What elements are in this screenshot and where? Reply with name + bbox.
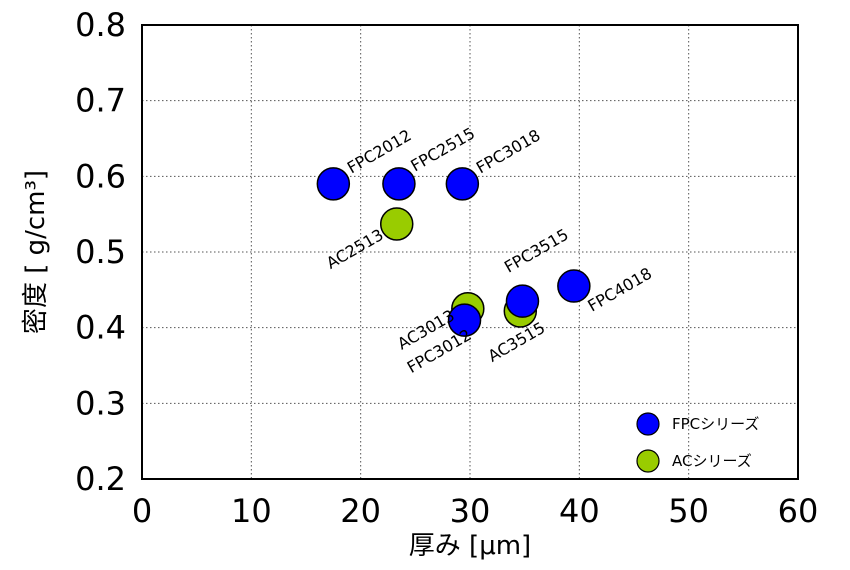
legend-marker-ac <box>636 449 660 473</box>
data-point-fpc3018 <box>445 167 480 201</box>
point-label-fpc3018: FPC3018 <box>473 126 544 178</box>
x-tick-label: 0 <box>132 492 152 530</box>
point-label-ac2513: AC2513 <box>323 225 387 273</box>
x-tick-label: 30 <box>450 492 491 530</box>
grid-lines <box>142 25 798 479</box>
y-tick-label: 0.7 <box>75 82 126 120</box>
x-tick-label: 50 <box>668 492 709 530</box>
data-point-fpc2515 <box>382 167 416 201</box>
data-point-fpc4018 <box>557 269 591 303</box>
y-tick-label: 0.5 <box>75 233 126 271</box>
data-points <box>316 167 591 337</box>
point-label-fpc3515: FPC3515 <box>501 225 572 277</box>
legend-label-fpc: FPCシリーズ <box>672 415 759 433</box>
data-point-fpc3515 <box>505 284 540 318</box>
point-label-fpc4018: FPC4018 <box>584 264 655 316</box>
point-label-fpc2515: FPC2515 <box>407 124 478 176</box>
y-tick-label: 0.8 <box>75 6 126 44</box>
x-tick-label: 20 <box>340 492 381 530</box>
y-tick-label: 0.6 <box>75 157 126 195</box>
x-tick-label: 40 <box>559 492 600 530</box>
legend-label-ac: ACシリーズ <box>672 452 752 470</box>
y-tick-label: 0.2 <box>75 460 126 498</box>
data-point-fpc3012 <box>447 303 482 337</box>
plot-area-frame <box>141 24 799 480</box>
x-tick-label: 60 <box>778 492 819 530</box>
x-axis-title: 厚み [μm] <box>409 531 531 561</box>
y-tick-label: 0.3 <box>75 384 126 422</box>
x-tick-label: 10 <box>231 492 272 530</box>
y-axis-title: 密度 [ g/cm³] <box>21 170 51 334</box>
axis-ticks: 0 10 20 30 40 50 60 0.2 0.3 0.4 0.5 0.6 0.7 0.8 <box>75 6 818 530</box>
legend: FPCシリーズ ACシリーズ <box>636 412 759 473</box>
data-point-fpc2012 <box>316 167 351 201</box>
y-tick-label: 0.4 <box>75 309 126 347</box>
legend-marker-fpc <box>636 412 660 436</box>
data-point-ac2513 <box>379 207 414 241</box>
